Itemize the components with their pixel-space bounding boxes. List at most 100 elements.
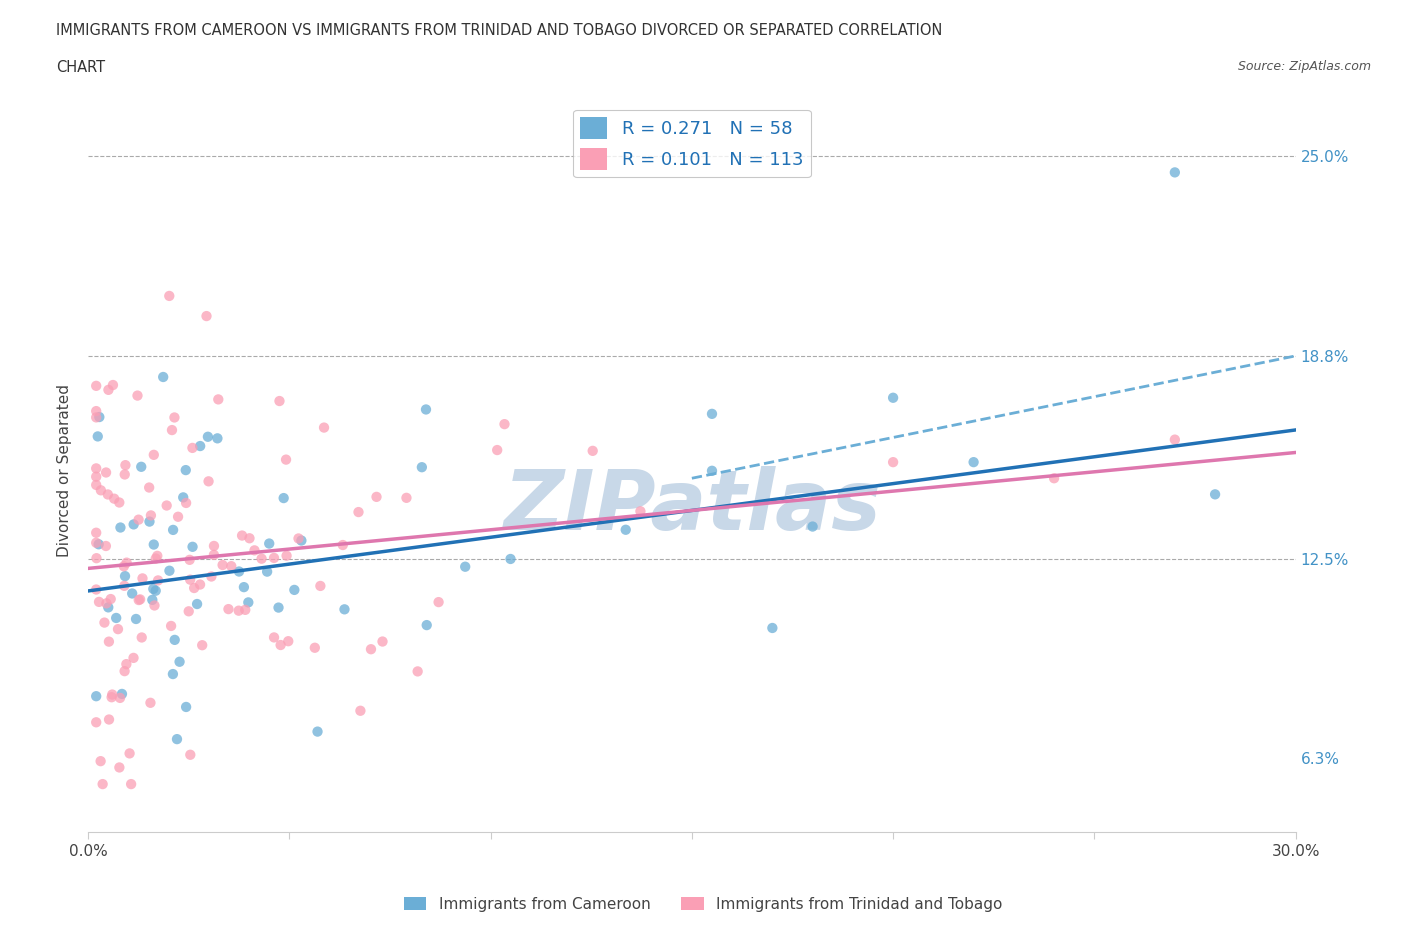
Point <box>115 657 138 671</box>
Point <box>100 690 122 705</box>
Point <box>141 592 163 607</box>
Point <box>174 496 197 511</box>
Point <box>145 583 167 598</box>
Point <box>105 610 128 625</box>
Point <box>114 467 136 482</box>
Point <box>263 551 285 565</box>
Point <box>114 568 136 583</box>
Point <box>112 559 135 574</box>
Point <box>290 533 312 548</box>
Point <box>84 461 107 476</box>
Point <box>84 404 107 418</box>
Point <box>411 459 433 474</box>
Point <box>207 431 229 445</box>
Point <box>87 594 110 609</box>
Point <box>157 288 180 303</box>
Point <box>146 549 169 564</box>
Point <box>1164 165 1187 179</box>
Point <box>197 430 219 445</box>
Point <box>273 491 295 506</box>
Point <box>142 538 165 552</box>
Point <box>108 690 131 705</box>
Point <box>145 551 167 566</box>
Point <box>179 552 201 567</box>
Point <box>138 514 160 529</box>
Point <box>287 531 309 546</box>
Point <box>118 746 141 761</box>
Point <box>84 477 107 492</box>
Point <box>347 505 370 520</box>
Point <box>174 699 197 714</box>
Text: Source: ZipAtlas.com: Source: ZipAtlas.com <box>1237 60 1371 73</box>
Point <box>94 538 117 553</box>
Point <box>93 615 115 630</box>
Point <box>174 462 197 477</box>
Point <box>283 582 305 597</box>
Point <box>160 618 183 633</box>
Point <box>238 595 260 610</box>
Point <box>114 458 136 472</box>
Point <box>84 410 107 425</box>
Point <box>122 517 145 532</box>
Point <box>312 420 335 435</box>
Point <box>406 664 429 679</box>
Point <box>115 555 138 570</box>
Point <box>179 748 201 763</box>
Point <box>122 650 145 665</box>
Point <box>96 596 118 611</box>
Point <box>228 604 250 618</box>
Point <box>238 531 260 546</box>
Text: CHART: CHART <box>56 60 105 75</box>
Point <box>84 689 107 704</box>
Point <box>962 455 984 470</box>
Point <box>97 487 120 502</box>
Point <box>146 573 169 588</box>
Point <box>111 686 134 701</box>
Point <box>103 491 125 506</box>
Point <box>188 578 211 592</box>
Point <box>231 528 253 543</box>
Point <box>307 724 329 739</box>
Point <box>139 508 162 523</box>
Point <box>761 620 783 635</box>
Point <box>267 600 290 615</box>
Point <box>139 696 162 711</box>
Point <box>181 441 204 456</box>
Point <box>228 565 250 579</box>
Point <box>142 581 165 596</box>
Point <box>114 664 136 679</box>
Point <box>112 578 135 593</box>
Point <box>366 489 388 504</box>
Point <box>304 641 326 656</box>
Point <box>91 777 114 791</box>
Point <box>87 537 110 551</box>
Point <box>211 558 233 573</box>
Point <box>197 474 219 489</box>
Point <box>614 523 637 538</box>
Point <box>270 638 292 653</box>
Point <box>499 551 522 566</box>
Text: IMMIGRANTS FROM CAMEROON VS IMMIGRANTS FROM TRINIDAD AND TOBAGO DIVORCED OR SEPA: IMMIGRANTS FROM CAMEROON VS IMMIGRANTS F… <box>56 23 942 38</box>
Point <box>160 422 183 437</box>
Point <box>127 388 149 403</box>
Point <box>207 392 229 406</box>
Point <box>166 732 188 747</box>
Point <box>97 634 120 649</box>
Point <box>84 582 107 597</box>
Point <box>177 604 200 618</box>
Point <box>221 559 243 574</box>
Point <box>257 536 280 551</box>
Point <box>142 447 165 462</box>
Point <box>152 369 174 384</box>
Point <box>84 379 107 393</box>
Y-axis label: Divorced or Separated: Divorced or Separated <box>58 384 72 557</box>
Point <box>486 443 509 458</box>
Point <box>233 603 256 618</box>
Point <box>256 565 278 579</box>
Point <box>94 465 117 480</box>
Point <box>332 538 354 552</box>
Point <box>250 551 273 566</box>
Point <box>232 579 254 594</box>
Point <box>128 592 150 607</box>
Point <box>128 512 150 527</box>
